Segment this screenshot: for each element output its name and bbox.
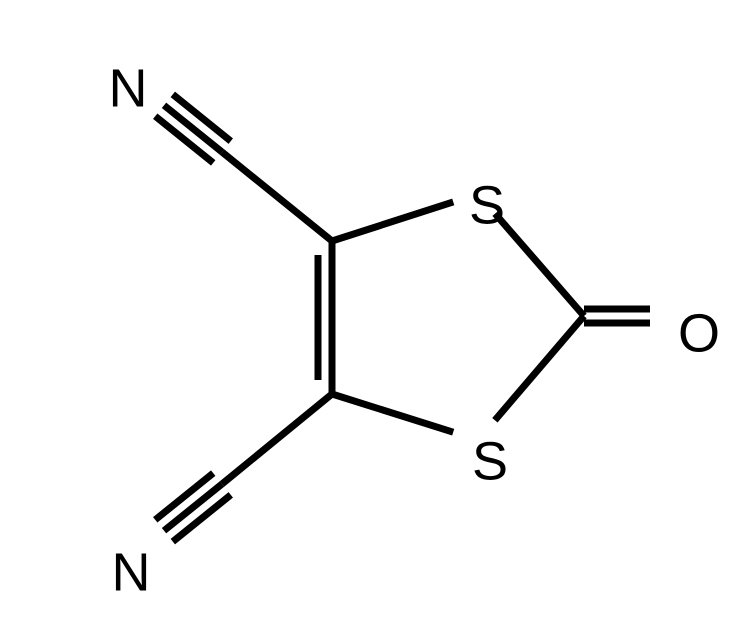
atom-label-n_top: N [109,58,148,118]
atom-label-n_bot: N [112,542,151,602]
atom-label-o: O [678,303,720,363]
molecule-diagram: S S O N N [0,0,750,617]
atom-label-s_bot: S [472,431,508,491]
bonds-layer [155,94,650,541]
atom-label-s_top: S [469,175,505,235]
